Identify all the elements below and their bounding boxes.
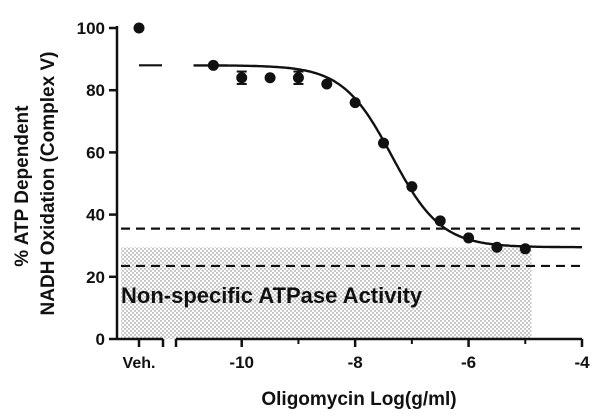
nonspecific-activity-label: Non-specific ATPase Activity: [121, 283, 423, 308]
vehicle-data-point: [133, 22, 145, 34]
data-point: [406, 181, 418, 193]
x-tick-label-veh: Veh.: [123, 355, 156, 372]
data-point: [292, 72, 304, 84]
y-axis-title-line-1: % ATP Dependent: [12, 105, 33, 267]
data-point: [349, 97, 361, 109]
data-point: [519, 243, 531, 255]
data-point: [236, 72, 248, 84]
data-point: [491, 241, 503, 253]
y-axis-title-line-2: NADH Oxidation (Complex V): [38, 52, 59, 316]
fit-curve: [193, 64, 582, 249]
data-point: [321, 78, 333, 90]
x-axis-title: Oligomycin Log(g/ml): [261, 389, 456, 410]
x-tick-label: -10: [229, 353, 254, 372]
nonspecific-activity-region: [121, 247, 532, 339]
x-tick-label: -8: [348, 353, 363, 372]
y-tick-label: 80: [86, 81, 105, 100]
data-point: [264, 72, 276, 84]
y-tick-label: 20: [86, 268, 105, 287]
y-tick-label: 40: [86, 206, 105, 225]
data-point: [463, 232, 475, 244]
x-tick-label: -6: [461, 353, 476, 372]
y-tick-label: 100: [77, 19, 105, 38]
data-point: [207, 59, 219, 71]
y-tick-label: 60: [86, 143, 105, 162]
y-axis-title: % ATP Dependent NADH Oxidation (Complex …: [12, 52, 59, 316]
data-point: [434, 215, 446, 227]
y-tick-label: 0: [96, 330, 105, 349]
data-point: [378, 137, 389, 149]
x-tick-label: -4: [574, 353, 590, 372]
